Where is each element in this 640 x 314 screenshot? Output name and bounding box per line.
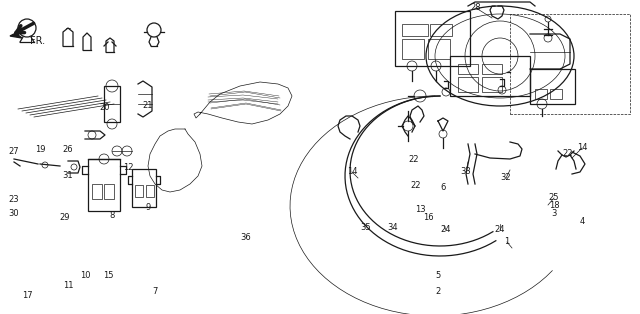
Bar [430,24,452,36]
Text: 22: 22 [411,181,421,190]
Text: 11: 11 [63,281,73,290]
Text: 31: 31 [63,171,74,180]
Text: 3: 3 [551,209,557,219]
Text: 1: 1 [504,237,509,246]
Bar [104,86,120,122]
Text: 12: 12 [123,163,133,171]
Bar [458,77,478,92]
Text: 26: 26 [63,144,74,154]
Text: 34: 34 [388,224,398,232]
Text: 7: 7 [152,288,157,296]
Text: 25: 25 [548,193,559,203]
Text: 30: 30 [9,208,19,218]
Bar [395,11,470,66]
Bar [135,185,143,197]
Bar [482,64,502,74]
Bar [510,14,630,114]
Text: 6: 6 [440,183,445,192]
Text: 33: 33 [461,167,472,176]
Text: 15: 15 [103,272,113,280]
Bar [530,69,575,104]
Text: 16: 16 [422,214,433,223]
Text: 24: 24 [495,225,505,235]
Polygon shape [10,31,22,38]
Text: 22: 22 [409,155,419,165]
Bar [402,39,424,59]
Text: 18: 18 [548,202,559,210]
Text: 9: 9 [145,203,150,212]
Text: 10: 10 [80,272,90,280]
Text: 14: 14 [347,167,357,176]
Bar [450,56,530,96]
Text: 36: 36 [241,234,252,242]
Text: 21: 21 [143,101,153,111]
Text: 8: 8 [109,210,115,219]
Bar [535,89,547,99]
Text: 20: 20 [100,104,110,112]
Text: 4: 4 [579,218,584,226]
Bar [92,184,102,199]
Bar [132,169,156,207]
Text: 35: 35 [361,224,371,232]
Text: 24: 24 [441,225,451,235]
Text: FR.: FR. [30,36,45,46]
Text: 28: 28 [470,3,481,13]
Text: 5: 5 [435,272,440,280]
Bar [428,39,450,59]
Text: 23: 23 [9,196,19,204]
Text: 29: 29 [60,214,70,223]
Bar [104,184,114,199]
Bar [458,64,478,74]
Text: 13: 13 [415,205,426,214]
Text: 27: 27 [9,148,19,156]
Text: 19: 19 [35,144,45,154]
Bar [88,159,120,211]
Bar [146,185,154,197]
Text: 32: 32 [500,174,511,182]
Bar [402,24,428,36]
Bar [550,89,562,99]
Bar [482,77,502,92]
Text: 22: 22 [563,149,573,159]
Text: 2: 2 [435,286,440,295]
Text: 17: 17 [22,291,32,300]
Text: 14: 14 [577,143,588,153]
